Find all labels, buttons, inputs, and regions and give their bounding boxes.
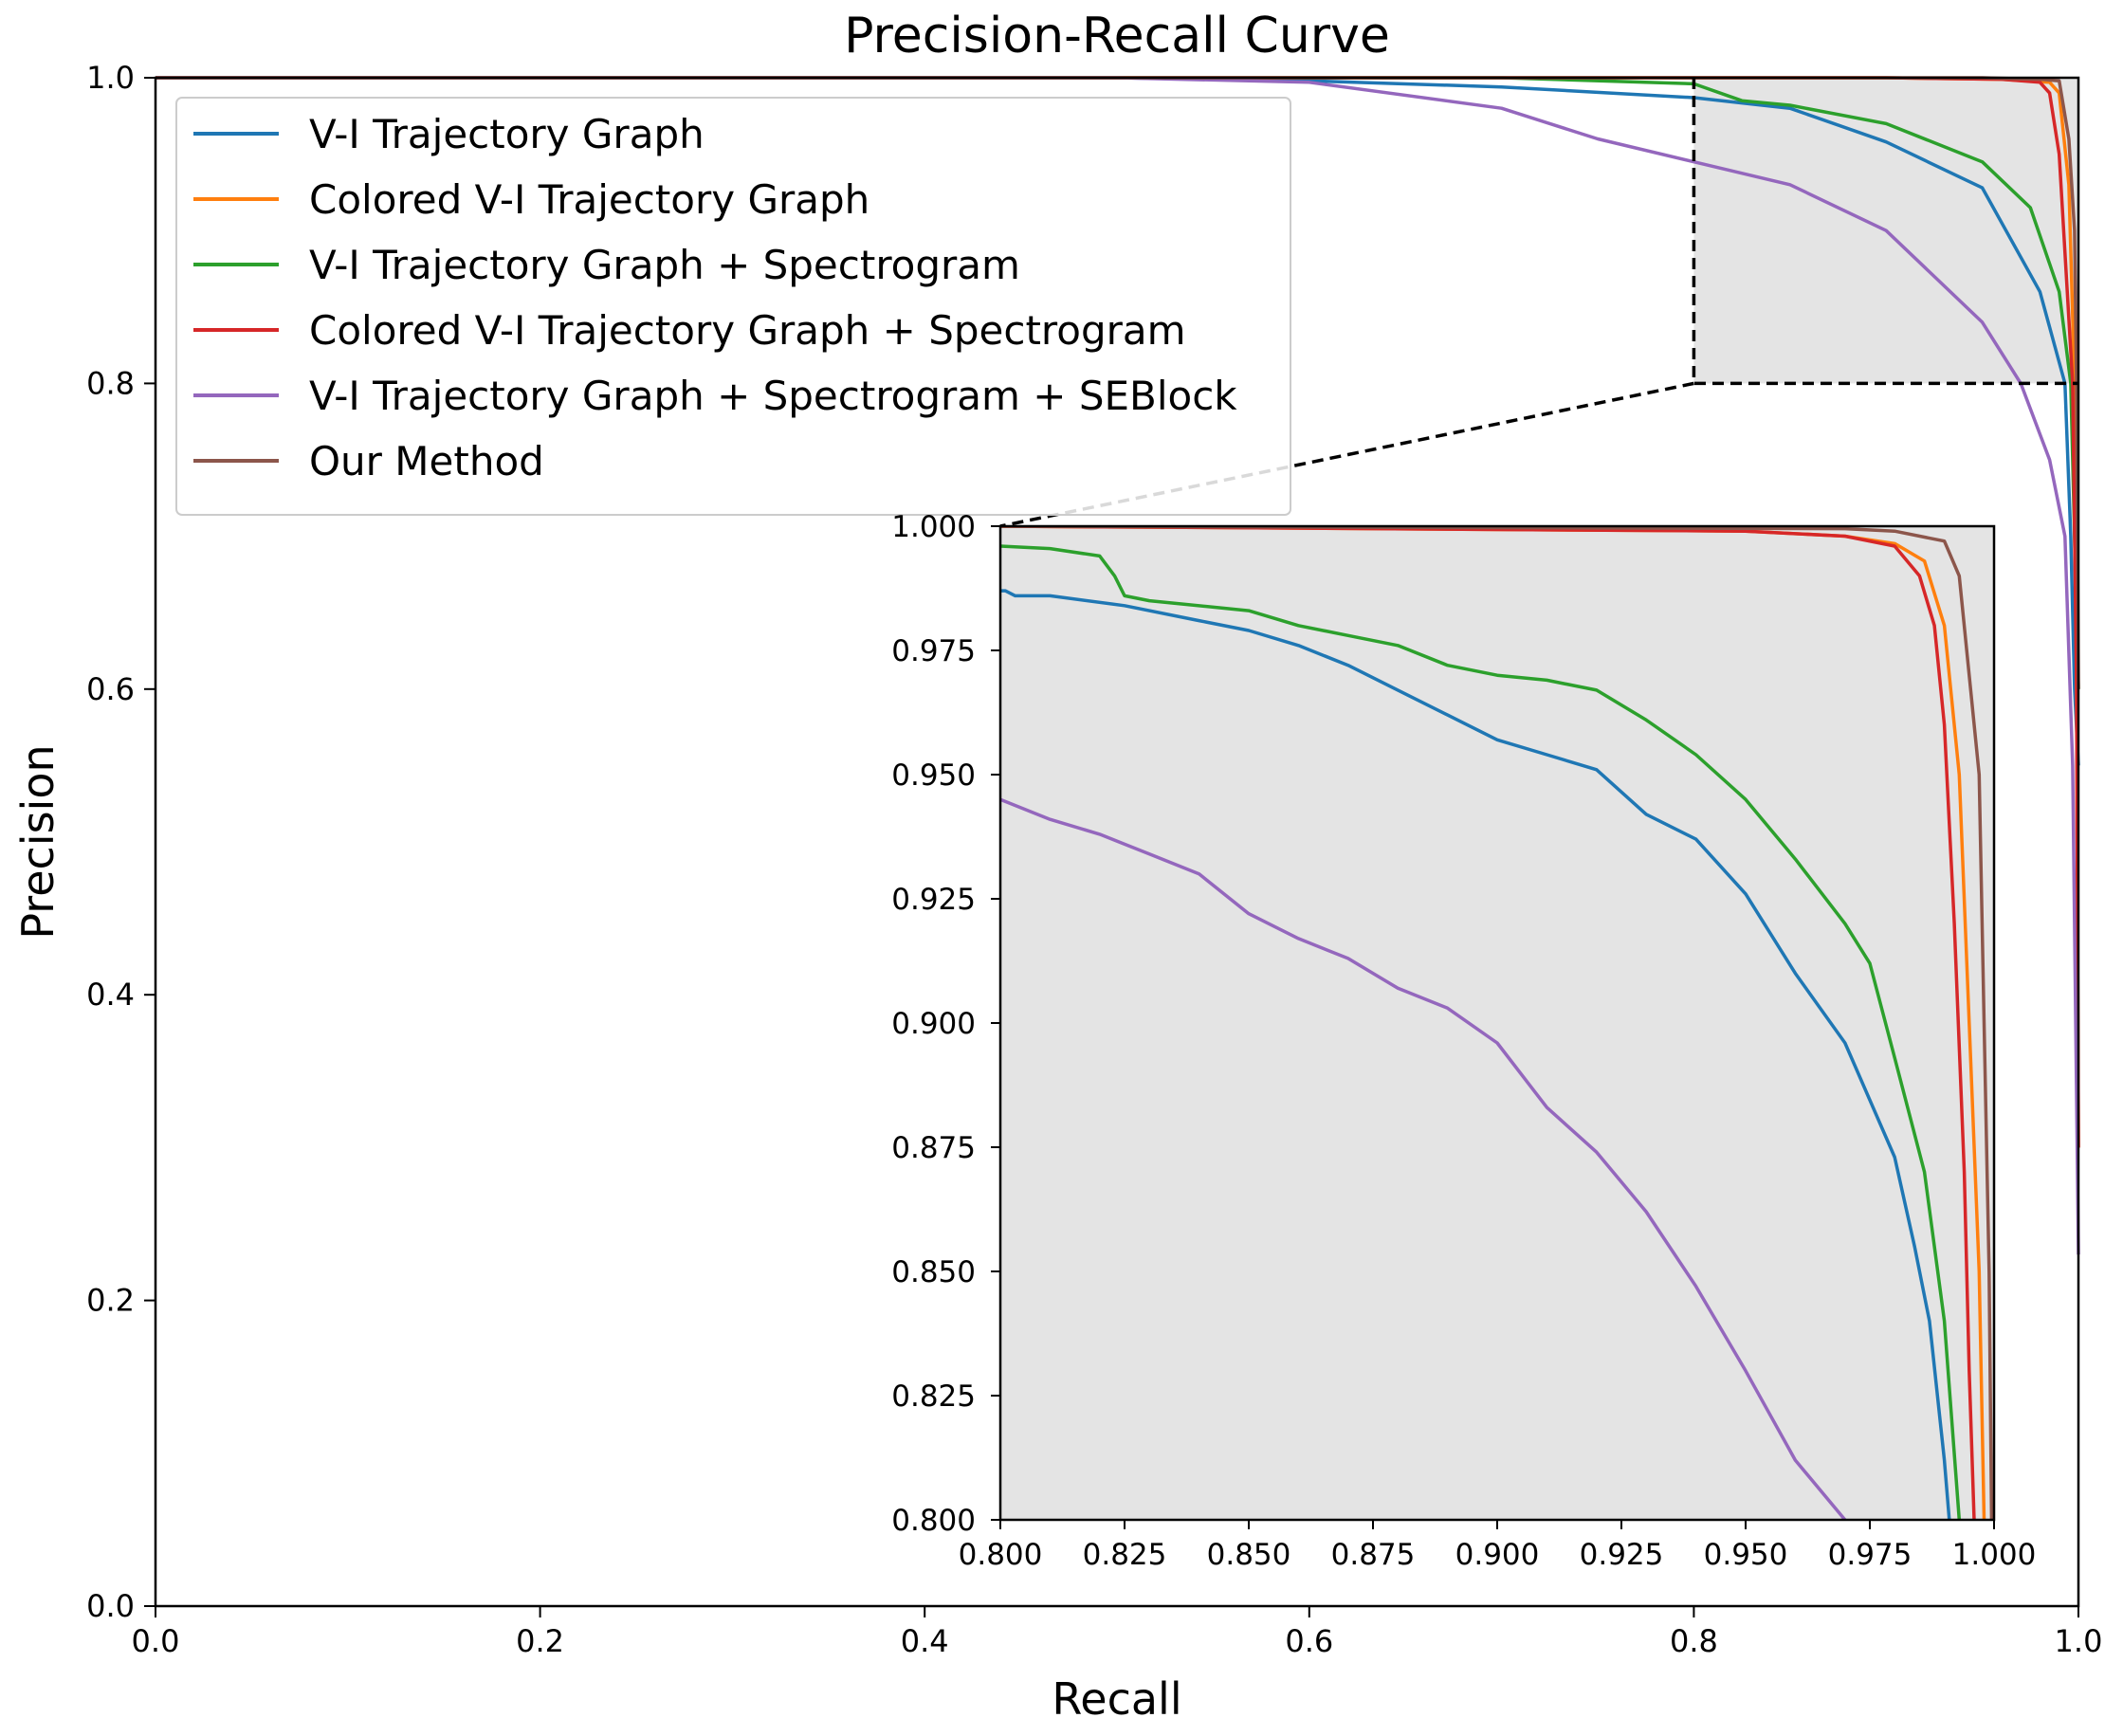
y-tick-label: 1.0 bbox=[86, 60, 135, 96]
y-tick-label: 0.0 bbox=[86, 1588, 135, 1624]
inset-y-tick-label: 0.900 bbox=[891, 1007, 976, 1041]
x-tick-label: 0.0 bbox=[132, 1623, 180, 1659]
inset-x-tick-label: 0.900 bbox=[1455, 1538, 1540, 1572]
x-tick-label: 0.4 bbox=[901, 1623, 949, 1659]
inset-y-tick-label: 0.975 bbox=[891, 634, 976, 668]
inset-x-tick-label: 0.850 bbox=[1207, 1538, 1291, 1572]
y-tick-label: 0.6 bbox=[86, 671, 135, 707]
inset-axis-ticks: 0.800 0.825 0.850 0.875 0.900 0.925 0.950 0.975… bbox=[891, 510, 2036, 1572]
main-axis-ticks: 0.0 0.2 0.4 0.6 0.8 1.0 0.0 0.2 0.4 0.6 0.8 1.0 bbox=[86, 60, 2102, 1659]
legend-label: V-I Trajectory Graph + Spectrogram bbox=[309, 242, 1020, 288]
legend-label: Our Method bbox=[309, 438, 544, 484]
inset-background bbox=[1000, 526, 1994, 1520]
legend-entry: Colored V-I Trajectory Graph + Spectrogr… bbox=[193, 307, 1186, 354]
inset-y-tick-label: 1.000 bbox=[891, 510, 976, 544]
zoom-region-indicator bbox=[999, 78, 2078, 528]
inset-series-lines bbox=[1000, 526, 1994, 1520]
y-tick-label: 0.8 bbox=[86, 365, 135, 401]
inset-series-line-v-i-trajectory-graph-spectrogram-seblock bbox=[1000, 797, 1847, 1520]
legend-frame bbox=[175, 97, 1291, 516]
inset-series-line-v-i-trajectory-graph-spectrogram bbox=[1000, 544, 1962, 1520]
inset-y-tick-label: 0.925 bbox=[891, 883, 976, 917]
inset-x-tick-label: 0.975 bbox=[1828, 1538, 1913, 1572]
inset-x-tick-label: 0.875 bbox=[1331, 1538, 1416, 1572]
y-axis-label: Precision bbox=[12, 744, 64, 939]
inset-x-tick-label: 0.950 bbox=[1704, 1538, 1788, 1572]
legend-entry: V-I Trajectory Graph bbox=[193, 111, 705, 157]
zoom-inset: 0.800 0.825 0.850 0.875 0.900 0.925 0.950 0.975… bbox=[891, 510, 2036, 1572]
y-tick-label: 0.4 bbox=[86, 977, 135, 1013]
inset-series-line-our-method bbox=[1000, 526, 1994, 1520]
inset-y-tick-label: 0.950 bbox=[891, 758, 976, 793]
inset-x-tick-label: 1.000 bbox=[1952, 1538, 2037, 1572]
inset-y-tick-label: 0.875 bbox=[891, 1131, 976, 1165]
inset-x-tick-label: 0.800 bbox=[959, 1538, 1043, 1572]
inset-x-tick-label: 0.925 bbox=[1580, 1538, 1664, 1572]
legend-entry: V-I Trajectory Graph + Spectrogram bbox=[193, 242, 1020, 288]
inset-series-line-v-i-trajectory-graph bbox=[1000, 589, 1951, 1520]
inset-series-line-colored-v-i-trajectory-graph-spectrogram bbox=[1000, 526, 1976, 1520]
inset-y-tick-label: 0.825 bbox=[891, 1380, 976, 1414]
legend-label: V-I Trajectory Graph bbox=[309, 111, 705, 157]
legend-entry: V-I Trajectory Graph + Spectrogram + SEB… bbox=[193, 373, 1237, 419]
main-series-line-v-i-trajectory-graph-spectrogram-seblock bbox=[156, 76, 2080, 1255]
y-tick-label: 0.2 bbox=[86, 1283, 135, 1319]
legend-label: Colored V-I Trajectory Graph + Spectrogr… bbox=[309, 307, 1186, 354]
x-tick-label: 0.8 bbox=[1670, 1623, 1718, 1659]
legend-label: V-I Trajectory Graph + Spectrogram + SEB… bbox=[309, 373, 1237, 419]
legend-entry: Our Method bbox=[193, 438, 544, 484]
legend-entry: Colored V-I Trajectory Graph bbox=[193, 176, 869, 223]
zoom-connector-line bbox=[999, 381, 1694, 528]
x-axis-label: Recall bbox=[1052, 1673, 1181, 1725]
legend-label: Colored V-I Trajectory Graph bbox=[309, 176, 869, 223]
inset-y-tick-label: 0.800 bbox=[891, 1504, 976, 1538]
chart-title: Precision-Recall Curve bbox=[844, 8, 1390, 64]
zoom-region-outline bbox=[1692, 78, 2078, 386]
x-tick-label: 0.2 bbox=[516, 1623, 564, 1659]
inset-y-tick-label: 0.850 bbox=[891, 1255, 976, 1289]
x-tick-label: 1.0 bbox=[2055, 1623, 2103, 1659]
legend: V-I Trajectory Graph Colored V-I Trajecto… bbox=[175, 97, 1291, 516]
main-plot-frame bbox=[154, 76, 2080, 1608]
x-tick-label: 0.6 bbox=[1285, 1623, 1333, 1659]
inset-x-tick-label: 0.825 bbox=[1083, 1538, 1167, 1572]
